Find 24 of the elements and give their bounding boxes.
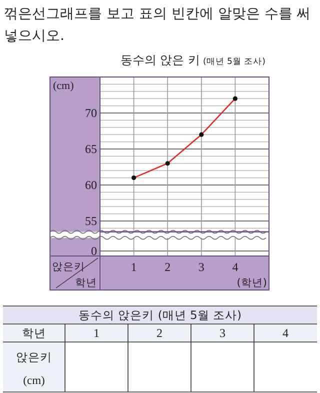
x-tick-label: 4 bbox=[232, 260, 238, 274]
y-tick-label: 65 bbox=[85, 142, 97, 156]
x-tick-label: 3 bbox=[198, 260, 204, 274]
text: 앉은키 bbox=[52, 261, 85, 273]
text: 0 bbox=[91, 244, 97, 258]
text: 학년 bbox=[22, 326, 46, 340]
text: 앉은키 bbox=[16, 350, 52, 364]
text: 동수의 앉은키 (매년 5월 조사) bbox=[78, 308, 242, 322]
category-label: 2 bbox=[156, 326, 162, 340]
y-tick-label: 60 bbox=[85, 178, 97, 192]
text: 학년 bbox=[75, 277, 97, 289]
chart-title: 동수의 앉은 키 bbox=[120, 53, 200, 67]
x-tick-label: 1 bbox=[130, 260, 137, 274]
category-label: 1 bbox=[94, 326, 100, 340]
text: (cm) bbox=[23, 375, 46, 387]
y-tick-label: 70 bbox=[85, 106, 97, 120]
x-tick-label: 2 bbox=[164, 260, 171, 274]
text: 꺾은선그래프를 보고 표의 빈칸에 알맞은 수를 써넣으시오. bbox=[4, 5, 312, 46]
y-axis-title: (cm) bbox=[53, 80, 74, 92]
y-tick-label: 55 bbox=[85, 214, 97, 228]
x-axis-title: (학년) bbox=[236, 277, 267, 289]
category-label: 4 bbox=[282, 326, 288, 340]
chart-subtitle: (매년 5월 조사) bbox=[203, 57, 266, 67]
category-label: 3 bbox=[220, 326, 226, 340]
